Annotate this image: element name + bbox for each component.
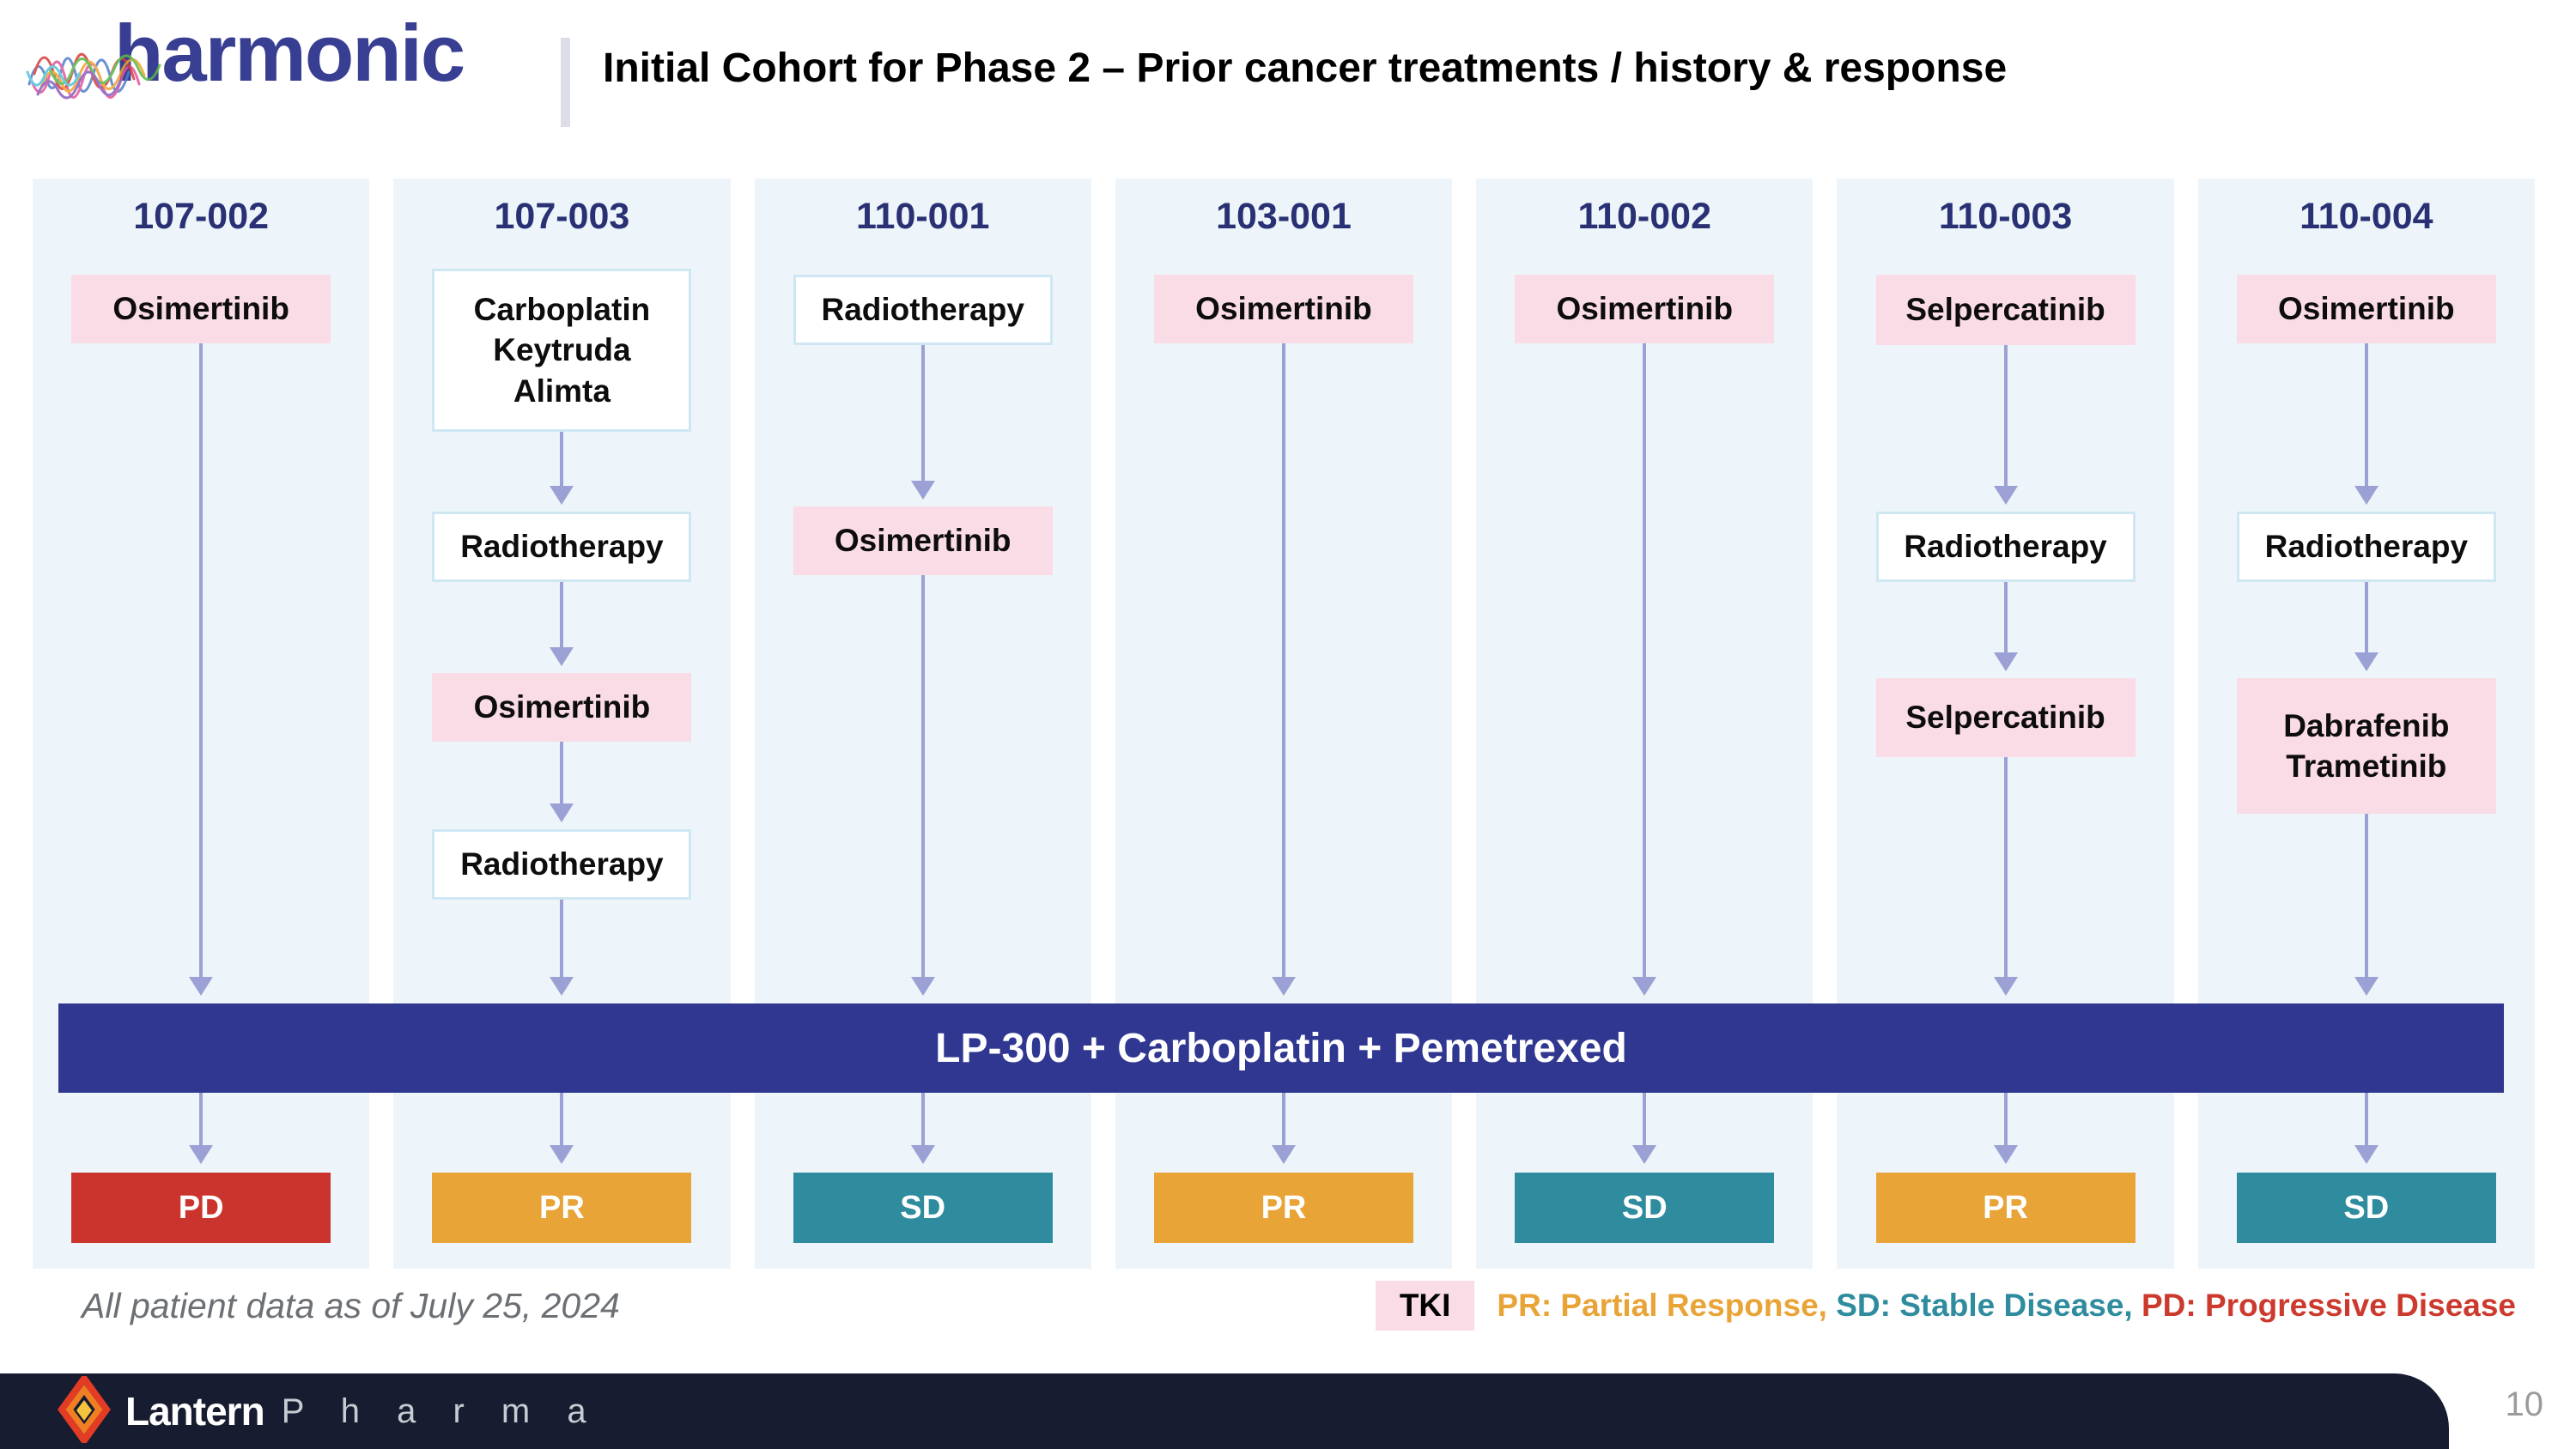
flow-arrow	[560, 900, 564, 978]
treatment-box: Radiotherapy	[1875, 512, 2136, 582]
lantern-icon	[57, 1372, 112, 1447]
treatment-board: 107-002 Osimertinib PD 107-003 Carboplatin Ke…	[33, 179, 2535, 1269]
treatment-box: Osimertinib	[1153, 275, 1413, 343]
treatment-box: Radiotherapy	[2236, 512, 2496, 582]
patient-column-107-003: 107-003 Carboplatin Keytruda Alimta Radiothe…	[393, 179, 731, 1269]
flow-arrow	[560, 742, 564, 804]
patient-id: 107-002	[133, 196, 270, 237]
page-title: Initial Cohort for Phase 2 – Prior cance…	[603, 45, 2008, 91]
patient-column-103-001: 103-001 Osimertinib PR	[1115, 179, 1453, 1269]
legend-segment: SD: Stable Disease,	[1836, 1288, 2142, 1323]
legend-segment: PR: Partial Response,	[1497, 1288, 1837, 1323]
footer-bar: Lantern P h a r m a	[0, 1372, 2449, 1449]
flow-arrow	[1281, 1093, 1285, 1146]
treatment-box: Osimertinib	[432, 673, 692, 742]
flow-arrow	[1643, 1093, 1647, 1146]
flow-arrow	[2364, 343, 2368, 487]
flow-arrow	[920, 575, 925, 978]
patient-column-110-001: 110-001 Radiotherapy Osimertinib SD	[754, 179, 1091, 1269]
flow-arrow	[2003, 757, 2008, 978]
patient-id: 110-001	[855, 196, 990, 237]
flow-arrow	[920, 345, 925, 482]
patient-id: 103-001	[1216, 196, 1352, 237]
response-badge: SD	[1515, 1173, 1775, 1243]
flow-arrow	[560, 432, 564, 487]
treatment-box: Radiotherapy	[432, 829, 692, 900]
flow-arrow	[2364, 582, 2368, 653]
flow-arrow	[2003, 582, 2008, 653]
flow-arrow	[560, 582, 564, 648]
response-badge: PR	[432, 1173, 692, 1243]
flow-arrow	[2003, 1093, 2008, 1146]
patient-id: 107-003	[494, 196, 630, 237]
patient-id: 110-002	[1577, 196, 1711, 237]
treatment-box: Osimertinib	[1515, 275, 1775, 343]
treatment-box: Osimertinib	[793, 506, 1053, 575]
data-footnote: All patient data as of July 25, 2024	[82, 1286, 620, 1325]
flow-arrow	[920, 1093, 925, 1146]
page-number: 10	[2505, 1385, 2544, 1423]
legend-text: PR: Partial Response, SD: Stable Disease…	[1497, 1288, 2516, 1324]
title-separator	[561, 38, 570, 127]
legend-segment: PD: Progressive Disease	[2141, 1288, 2516, 1323]
flow-arrow	[199, 343, 204, 978]
harmonic-wave-icon	[24, 19, 213, 135]
response-legend: TKI PR: Partial Response, SD: Stable Dis…	[1375, 1281, 2516, 1331]
patient-id: 110-003	[1938, 196, 2073, 237]
response-badge: PR	[1153, 1173, 1413, 1243]
flow-arrow	[2364, 814, 2368, 978]
treatment-box: Osimertinib	[71, 275, 331, 343]
brand-lantern: Lantern	[125, 1389, 265, 1434]
response-badge: SD	[2236, 1173, 2496, 1243]
treatment-box: Osimertinib	[2236, 275, 2496, 343]
flow-arrow	[199, 1093, 204, 1146]
flow-arrow	[1281, 343, 1285, 978]
patient-id: 110-004	[2300, 196, 2433, 237]
treatment-box: Radiotherapy	[793, 275, 1053, 345]
legend-tki-chip: TKI	[1375, 1281, 1475, 1331]
response-badge: PR	[1875, 1173, 2136, 1243]
response-badge: PD	[71, 1173, 331, 1243]
response-badge: SD	[793, 1173, 1053, 1243]
flow-arrow	[1643, 343, 1647, 978]
treatment-box: Selpercatinib	[1875, 678, 2136, 757]
study-regimen-banner: LP-300 + Carboplatin + Pemetrexed	[58, 1003, 2504, 1093]
patient-column-110-004: 110-004 Osimertinib Radiotherapy Dabrafenib…	[2197, 179, 2535, 1269]
treatment-box: Radiotherapy	[432, 512, 692, 582]
flow-arrow	[560, 1093, 564, 1146]
treatment-box: Carboplatin Keytruda Alimta	[432, 269, 692, 432]
treatment-box: Selpercatinib	[1875, 275, 2136, 345]
patient-column-107-002: 107-002 Osimertinib PD	[33, 179, 370, 1269]
harmonic-logo: harmonic	[114, 8, 465, 98]
flow-arrow	[2364, 1093, 2368, 1146]
patient-column-110-003: 110-003 Selpercatinib Radiotherapy Selperca…	[1837, 179, 2174, 1269]
treatment-box: Dabrafenib Trametinib	[2236, 678, 2496, 814]
flow-arrow	[2003, 345, 2008, 487]
patient-column-110-002: 110-002 Osimertinib SD	[1476, 179, 1814, 1269]
brand-pharma: P h a r m a	[281, 1391, 600, 1430]
